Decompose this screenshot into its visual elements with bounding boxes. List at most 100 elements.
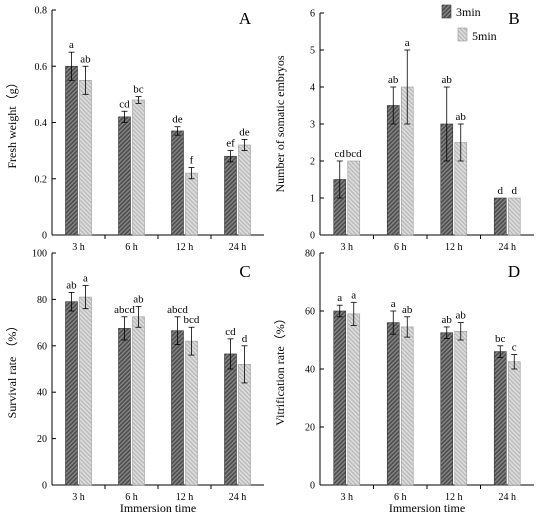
significance-label: f <box>190 155 194 167</box>
y-axis-label: Number of somatic embryos <box>273 55 287 192</box>
bar <box>132 316 145 486</box>
y-axis-label: Fresh weight（g） <box>5 76 19 168</box>
panel-letter: B <box>508 9 519 28</box>
significance-label: cd <box>119 98 130 110</box>
bar <box>79 80 92 236</box>
legend-label-3min: 3min <box>456 5 481 19</box>
x-tick-label: 24 h <box>499 242 517 253</box>
bar <box>224 353 237 486</box>
x-axis-label: Immersion time <box>389 501 465 513</box>
y-tick-label: 0 <box>310 481 315 492</box>
y-tick-label: 0 <box>42 231 47 242</box>
bar <box>347 160 361 236</box>
significance-label: d <box>498 185 504 197</box>
significance-label: a <box>337 292 342 304</box>
significance-label: ab <box>388 74 399 86</box>
y-tick-label: 0.2 <box>35 174 48 185</box>
y-tick-label: 0.6 <box>35 62 48 73</box>
x-tick-label: 3 h <box>72 492 85 503</box>
significance-label: de <box>239 126 250 138</box>
y-tick-label: 1 <box>310 194 315 205</box>
bar <box>224 155 237 236</box>
significance-label: abcd <box>114 304 135 316</box>
x-tick-label: 12 h <box>176 492 194 503</box>
bar <box>400 326 414 486</box>
bar <box>386 105 400 236</box>
significance-label: bc <box>133 84 144 96</box>
x-tick-label: 12 h <box>176 242 194 253</box>
x-tick-label: 12 h <box>445 492 463 503</box>
x-tick-label: 24 h <box>499 492 517 503</box>
bar <box>238 144 251 236</box>
bar <box>493 197 507 236</box>
significance-label: d <box>242 333 248 345</box>
significance-label: ab <box>456 111 467 123</box>
x-tick-label: 6 h <box>125 492 138 503</box>
y-tick-label: 60 <box>305 307 315 318</box>
y-tick-label: 80 <box>305 249 315 260</box>
x-tick-label: 3 h <box>341 242 354 253</box>
legend-label-5min: 5min <box>472 29 497 43</box>
significance-label: a <box>391 298 396 310</box>
bar <box>333 310 347 486</box>
significance-label: ab <box>402 304 413 316</box>
panel-b: 0 1 2 3 4 5 6 3 h 6 h 12 h 24 h cd ab ab d bcd a ab d B Numb… <box>273 9 534 253</box>
x-tick-label: 6 h <box>125 242 138 253</box>
legend: 3min 5min <box>441 4 497 43</box>
y-tick-label: 0 <box>310 231 315 242</box>
y-tick-label: 80 <box>37 295 47 306</box>
significance-label: a <box>351 289 356 301</box>
panel-letter: C <box>239 262 250 281</box>
significance-label: abcd <box>167 304 188 316</box>
bar <box>386 322 400 486</box>
legend-swatch-3min <box>441 4 452 19</box>
significance-label: a <box>405 37 410 49</box>
bar <box>65 65 78 236</box>
panel-letter: A <box>239 9 252 28</box>
significance-label: ab <box>133 293 144 305</box>
significance-label: a <box>83 272 88 284</box>
significance-label: bc <box>495 333 506 345</box>
significance-label: a <box>69 39 74 51</box>
y-axis-label: Survival rate （%） <box>5 320 19 419</box>
bar <box>440 332 454 486</box>
bar <box>132 99 145 236</box>
bar <box>79 296 92 486</box>
bar <box>185 172 198 236</box>
y-tick-label: 0.4 <box>35 118 48 129</box>
significance-label: cd <box>335 148 346 160</box>
significance-label: c <box>512 342 517 354</box>
bar <box>507 361 521 486</box>
significance-label: ab <box>80 53 91 65</box>
significance-label: ef <box>226 138 235 150</box>
y-tick-label: 20 <box>37 434 47 445</box>
y-tick-label: 0.8 <box>35 6 48 17</box>
significance-label: ab <box>442 314 453 326</box>
bar <box>454 330 468 486</box>
significance-label: cd <box>225 326 236 338</box>
significance-label: d <box>512 185 518 197</box>
bar <box>171 330 184 486</box>
bar <box>118 116 131 236</box>
x-tick-label: 3 h <box>341 492 354 503</box>
y-tick-label: 40 <box>305 365 315 376</box>
bar <box>171 130 184 236</box>
y-tick-label: 6 <box>310 9 315 20</box>
x-tick-label: 24 h <box>229 492 247 503</box>
y-tick-label: 3 <box>310 120 315 131</box>
significance-label: bcd <box>184 314 200 326</box>
significance-label: ab <box>456 310 467 322</box>
significance-label: de <box>172 114 183 126</box>
y-axis-label: Vitrification rate（%） <box>273 312 287 426</box>
bar <box>118 328 131 486</box>
bar <box>185 340 198 486</box>
bar <box>507 197 521 236</box>
y-tick-label: 2 <box>310 157 315 168</box>
y-tick-label: 40 <box>37 388 47 399</box>
y-tick-label: 100 <box>32 249 47 260</box>
y-tick-label: 5 <box>310 46 315 57</box>
